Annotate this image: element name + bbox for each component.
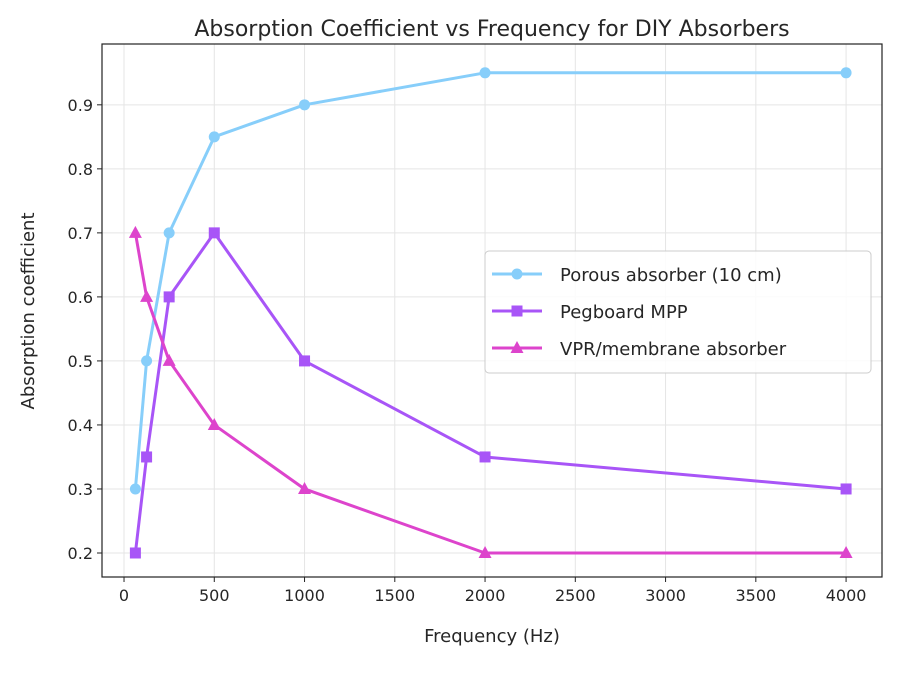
y-tick-label: 0.6 — [68, 288, 93, 307]
legend-label: Pegboard MPP — [560, 302, 688, 323]
data-point — [479, 67, 491, 79]
series-1 — [129, 67, 852, 495]
y-tick-label: 0.3 — [68, 480, 93, 499]
y-tick-label: 0.2 — [68, 544, 93, 563]
series-3 — [128, 225, 853, 558]
data-point — [141, 451, 153, 463]
data-point — [839, 545, 853, 558]
chart-title: Absorption Coefficient vs Frequency for … — [194, 17, 789, 42]
legend-box — [484, 250, 872, 374]
data-point — [163, 291, 175, 303]
data-point — [299, 355, 311, 367]
x-tick-label: 500 — [199, 586, 230, 605]
y-axis-label: Absorption coefficient — [18, 213, 39, 410]
x-tick-label: 3000 — [645, 586, 686, 605]
data-point — [129, 547, 141, 559]
y-tick-label: 0.8 — [68, 160, 93, 179]
x-tick-label: 4000 — [826, 586, 867, 605]
legend-label: Porous absorber (10 cm) — [560, 265, 782, 286]
series-group — [128, 67, 853, 559]
x-tick-label: 2500 — [555, 586, 596, 605]
data-point — [207, 417, 221, 430]
data-point — [140, 289, 154, 302]
data-point — [129, 483, 141, 495]
y-tick-label: 0.9 — [68, 96, 93, 115]
data-point — [162, 353, 176, 366]
legend-marker — [511, 268, 523, 280]
x-tick-label: 3500 — [735, 586, 776, 605]
x-axis-label: Frequency (Hz) — [424, 626, 560, 647]
data-point — [208, 131, 220, 143]
legend-label: VPR/membrane absorber — [560, 339, 787, 360]
data-point — [478, 545, 492, 558]
plot-frame — [101, 43, 883, 578]
data-point — [141, 355, 153, 367]
x-tick-label: 2000 — [465, 586, 506, 605]
series-2 — [129, 227, 852, 559]
legend-marker — [510, 341, 524, 353]
data-point — [298, 481, 312, 494]
x-tick-label: 0 — [119, 586, 129, 605]
y-tick-label: 0.7 — [68, 224, 93, 243]
data-point — [208, 227, 220, 239]
data-point — [479, 451, 491, 463]
ticks: 0 500 1000 1500 2000 2500 3000 3500 4000 0.2 0.3 0.… — [68, 96, 867, 605]
legend: Porous absorber (10 cm) Pegboard MPP VPR/m… — [484, 250, 872, 374]
y-tick-label: 0.5 — [68, 352, 93, 371]
x-tick-label: 1500 — [374, 586, 415, 605]
legend-marker — [511, 305, 523, 317]
data-point — [840, 67, 852, 79]
data-point — [299, 99, 311, 111]
data-point — [840, 483, 852, 495]
x-tick-label: 1000 — [284, 586, 325, 605]
data-point — [163, 227, 175, 239]
data-point — [128, 225, 142, 238]
y-tick-label: 0.4 — [68, 416, 93, 435]
